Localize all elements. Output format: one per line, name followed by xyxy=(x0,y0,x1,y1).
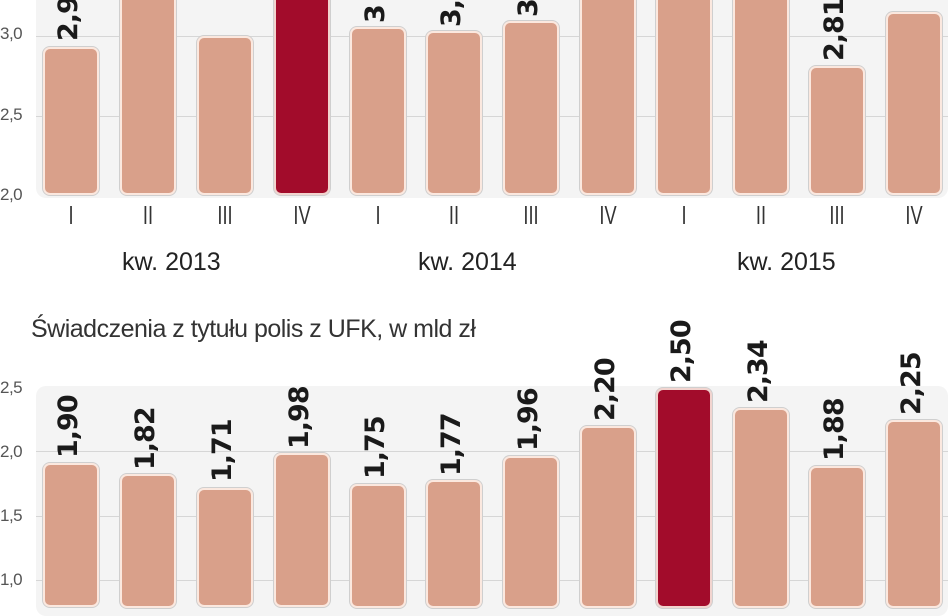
gridline-3-0 xyxy=(36,36,948,37)
bottom-value-label-2015-q3: 1,88 xyxy=(819,398,850,461)
bottom-bar-2015-q3 xyxy=(811,468,863,606)
x-tick-2013-q1: I xyxy=(68,200,74,230)
bottom-bar-2014-q4 xyxy=(582,428,634,606)
top-bar-2014-q3 xyxy=(505,23,557,193)
bottom-value-label-2014-q3: 1,96 xyxy=(513,388,544,451)
y-tick-3-0: 3,0 xyxy=(0,24,23,43)
x-tick-2013-q2: II xyxy=(142,200,154,230)
x-tick-2015-q2: II xyxy=(755,200,767,230)
top-bar-2013-q1 xyxy=(45,49,97,193)
top-bar-2014-q1 xyxy=(352,29,404,193)
bottom-value-label-2014-q2: 1,77 xyxy=(436,413,467,476)
bottom-bar-2013-q4 xyxy=(276,455,328,605)
gridline-1-5 xyxy=(36,516,948,517)
y-tick-1-0: 1,0 xyxy=(0,570,23,589)
y-tick-2-0: 2,0 xyxy=(0,442,23,461)
top-value-label-2015-q3: 2,81 xyxy=(819,0,850,61)
bottom-bar-2014-q2 xyxy=(428,482,480,606)
bottom-plot-area xyxy=(36,386,948,616)
bottom-value-label-2013-q4: 1,98 xyxy=(284,386,315,449)
bottom-bar-2013-q1 xyxy=(45,465,97,605)
bottom-value-label-2014-q1: 1,75 xyxy=(360,416,391,479)
top-bar-2013-q3 xyxy=(199,38,251,193)
x-tick-2013-q3: III xyxy=(217,200,233,230)
x-tick-2014-q3: III xyxy=(523,200,539,230)
bottom-bar-2014-q3 xyxy=(505,458,557,606)
y-tick-2-0: 2,0 xyxy=(0,185,23,204)
bottom-value-label-2014-q4: 2,20 xyxy=(590,358,621,421)
bottom-bar-2015-q1-highlight xyxy=(658,390,710,606)
x-tick-2014-q4: IV xyxy=(599,200,617,230)
top-bar-2015-q3 xyxy=(811,68,863,193)
chart-subtitle: Świadczenia z tytułu polis z UFK, w mld … xyxy=(31,315,476,343)
top-plot-area xyxy=(36,0,948,198)
bottom-bar-2013-q3 xyxy=(199,490,251,605)
bottom-value-label-2013-q3: 1,71 xyxy=(207,419,238,482)
year-label-2013: kw. 2013 xyxy=(122,248,221,276)
y-tick-2-5: 2,5 xyxy=(0,378,23,397)
top-bar-2015-q1 xyxy=(658,0,710,193)
x-tick-2015-q4: IV xyxy=(905,200,923,230)
year-label-2014: kw. 2014 xyxy=(418,248,517,276)
top-value-label-2014-q1: 3 xyxy=(360,5,391,23)
x-tick-2015-q3: III xyxy=(829,200,845,230)
y-tick-2-5: 2,5 xyxy=(0,105,23,124)
gridline-2-0 xyxy=(36,451,948,452)
bottom-bar-2015-q2 xyxy=(735,410,787,606)
gridline-2-5 xyxy=(36,116,948,117)
y-tick-1-5: 1,5 xyxy=(0,506,23,525)
top-bar-2015-q2 xyxy=(735,0,787,193)
bottom-value-label-2013-q2: 1,82 xyxy=(130,407,161,470)
top-bar-2014-q4 xyxy=(582,0,634,193)
top-bar-2013-q4-highlight xyxy=(276,0,328,193)
x-tick-2014-q2: II xyxy=(448,200,460,230)
bottom-bar-2015-q4 xyxy=(888,422,940,606)
bottom-bar-2014-q1 xyxy=(352,486,404,606)
top-bar-2014-q2 xyxy=(428,33,480,193)
x-tick-2015-q1: I xyxy=(681,200,687,230)
bottom-value-label-2015-q4: 2,25 xyxy=(896,352,927,415)
bottom-value-label-2013-q1: 1,90 xyxy=(53,395,84,458)
year-label-2015: kw. 2015 xyxy=(737,248,836,276)
bottom-value-label-2015-q2: 2,34 xyxy=(743,340,774,403)
x-tick-2013-q4: IV xyxy=(293,200,311,230)
x-tick-2014-q1: I xyxy=(375,200,381,230)
bottom-value-label-2015-q1: 2,50 xyxy=(666,320,697,383)
top-bar-2015-q4 xyxy=(888,14,940,193)
bottom-bar-2013-q2 xyxy=(122,476,174,606)
gridline-1-0 xyxy=(36,580,948,581)
top-value-label-2014-q2: 3, xyxy=(436,0,467,27)
top-value-label-2014-q3: 3 xyxy=(513,0,544,17)
top-value-label-2013-q1: 2,9 xyxy=(53,0,84,41)
top-bar-2013-q2 xyxy=(122,0,174,193)
